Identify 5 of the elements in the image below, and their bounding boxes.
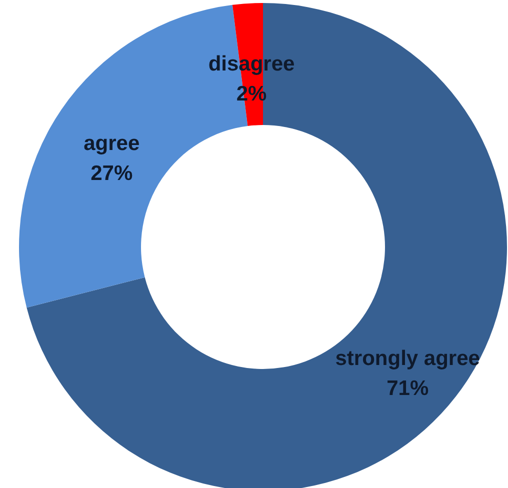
data-label: 71% <box>386 377 429 400</box>
slice-label: disagree <box>208 52 295 76</box>
data-label: 27% <box>90 162 133 186</box>
slice-label: agree <box>84 132 140 156</box>
slice-label: strongly agree <box>335 347 480 370</box>
